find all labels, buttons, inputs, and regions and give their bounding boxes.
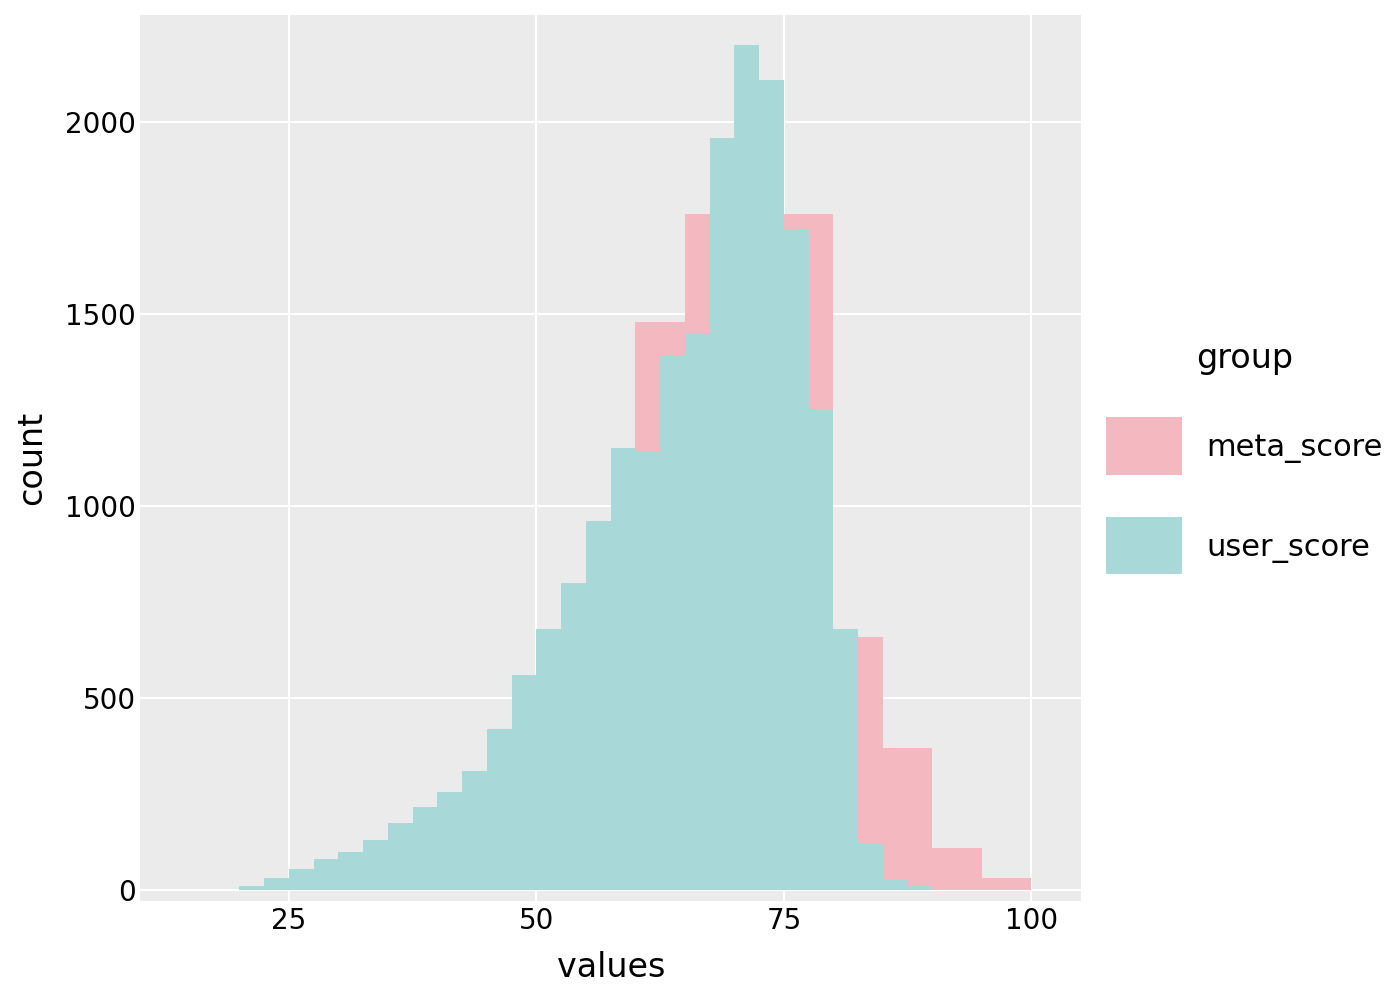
Bar: [908, 886, 932, 890]
Bar: [288, 869, 313, 890]
Bar: [313, 859, 339, 890]
Bar: [834, 636, 883, 890]
Bar: [388, 823, 413, 890]
Bar: [834, 629, 858, 890]
Bar: [438, 792, 462, 890]
Bar: [462, 771, 487, 890]
Bar: [364, 840, 388, 890]
Bar: [783, 215, 834, 890]
Bar: [684, 215, 734, 890]
Bar: [339, 851, 364, 890]
Bar: [809, 411, 834, 890]
Bar: [760, 80, 783, 890]
Bar: [660, 357, 684, 890]
Bar: [858, 844, 883, 890]
Bar: [783, 230, 809, 890]
Bar: [635, 453, 660, 890]
Bar: [982, 878, 1031, 890]
Bar: [635, 322, 684, 890]
Bar: [684, 334, 709, 890]
Bar: [239, 886, 264, 890]
Bar: [536, 629, 561, 890]
Bar: [734, 123, 783, 890]
Bar: [883, 748, 932, 890]
Bar: [586, 598, 635, 890]
Bar: [709, 138, 734, 890]
Bar: [487, 729, 512, 890]
Bar: [734, 46, 760, 890]
Bar: [932, 848, 982, 890]
Bar: [512, 675, 536, 890]
Bar: [413, 807, 438, 890]
Bar: [561, 583, 586, 890]
Y-axis label: count: count: [15, 412, 48, 505]
Legend: meta_score, user_score: meta_score, user_score: [1105, 342, 1382, 574]
X-axis label: values: values: [557, 951, 665, 984]
Bar: [264, 878, 288, 890]
Bar: [883, 880, 908, 890]
Bar: [610, 449, 635, 890]
Bar: [586, 521, 610, 890]
